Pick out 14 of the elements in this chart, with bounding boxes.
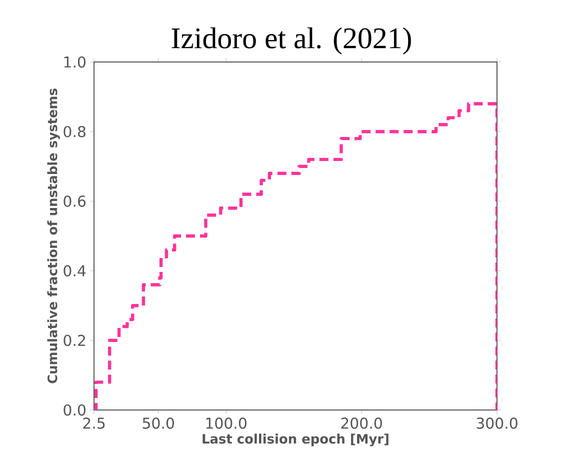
x-tick-label: 100.0 [206, 418, 246, 429]
chart-title: Izidoro et al. (2021) [172, 27, 411, 54]
x-tick-label: 200.0 [341, 418, 382, 429]
x-tick-label: 50.0 [142, 418, 174, 429]
y-tick-label: 0.0 [64, 404, 86, 416]
y-axis-title: Cumulative fraction of unstable systems [47, 88, 60, 384]
y-tick-label: 0.8 [64, 126, 86, 138]
x-tick-label: 300.0 [476, 418, 518, 429]
y-tick-label: 0.6 [64, 196, 86, 207]
x-axis-title: Last collision epoch [Myr] [202, 434, 388, 446]
y-tick-label: 0.4 [64, 265, 86, 276]
y-tick-label: 0.2 [64, 334, 85, 346]
y-tick-label: 1.0 [64, 56, 86, 68]
x-tick-label: 2.5 [83, 418, 105, 429]
